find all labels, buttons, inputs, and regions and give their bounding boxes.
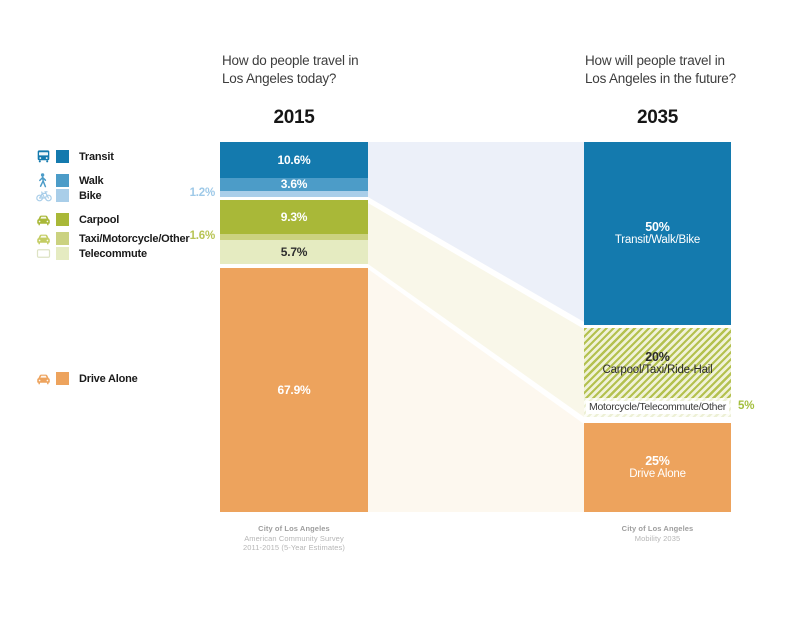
- segment-2035-drive-alone: 25% Drive Alone: [584, 423, 731, 512]
- segment-value: 20%: [645, 349, 670, 364]
- taxi-other-value-label: 1.6%: [189, 230, 216, 242]
- segment-2015-taxi-motorcycle-other: [220, 234, 368, 240]
- car-icon: [36, 232, 56, 246]
- segment-2015-walk: 3.6%: [220, 178, 368, 191]
- bike-value-label: 1.2%: [189, 187, 216, 199]
- right-question-line2: Los Angeles in the future?: [585, 70, 736, 86]
- source-line: Mobility 2035: [634, 533, 681, 543]
- segment-2015-carpool: 9.3%: [220, 200, 368, 234]
- band-carpool-flow: [368, 203, 584, 417]
- source-line: City of Los Angeles: [621, 524, 694, 533]
- legend-label-bike: Bike: [79, 189, 102, 202]
- segment-label: Drive Alone: [629, 468, 686, 480]
- band-drive-flow: [368, 269, 584, 512]
- source-line: City of Los Angeles: [258, 524, 330, 533]
- segment-2015-transit: 10.6%: [220, 142, 368, 178]
- segment-value: 9.3%: [280, 209, 308, 224]
- segment-value: 3.6%: [280, 177, 308, 191]
- left-question: How do people travel in Los Angeles toda…: [222, 52, 359, 87]
- segment-gap: [220, 264, 368, 268]
- segment-gap: [584, 325, 731, 328]
- segment-2015-telecommute: 5.7%: [220, 240, 368, 264]
- screen-outline-icon: [36, 247, 56, 260]
- segment-2035-motorcycle-telecommute-other: Motorcycle/Telecommute/Other: [584, 398, 731, 417]
- source-line: American Community Survey: [244, 533, 344, 543]
- legend-label-taxi-motorcycle-other: Taxi/Motorcycle/Other: [79, 232, 190, 245]
- legend-item-walk: Walk: [36, 173, 104, 188]
- left-year-label: 2015: [273, 107, 315, 128]
- legend-item-telecommute: Telecommute: [36, 246, 147, 261]
- source-note-2035: City of Los Angeles Mobility 2035: [584, 524, 731, 543]
- pedestrian-icon: [36, 173, 56, 188]
- legend-item-bike: Bike: [36, 188, 102, 203]
- telecommute-swatch: [56, 247, 69, 260]
- bar-2015: 10.6% 3.6% 9.3% 5.7% 67.9%: [220, 142, 368, 512]
- legend-label-transit: Transit: [79, 150, 114, 163]
- bar-2035: 50% Transit/Walk/Bike 20% Carpool/Taxi/R…: [584, 142, 731, 512]
- legend-label-walk: Walk: [79, 174, 104, 187]
- right-question-line1: How will people travel in: [585, 53, 725, 68]
- carpool-swatch: [56, 213, 69, 226]
- band-transit-flow: [368, 142, 584, 322]
- drive-alone-swatch: [56, 372, 69, 385]
- right-year-label: 2035: [636, 107, 679, 128]
- taxi-swatch: [56, 232, 69, 245]
- legend-label-carpool: Carpool: [79, 213, 120, 226]
- car-icon: [36, 213, 56, 227]
- legend-item-drive-alone: Drive Alone: [36, 371, 138, 386]
- left-question-line1: How do people travel in: [222, 53, 359, 68]
- walk-swatch: [56, 174, 69, 187]
- segment-2015-bike: [220, 191, 368, 197]
- car-icon: [36, 372, 56, 386]
- segment-2035-carpool-taxi-ridehail: 20% Carpool/Taxi/Ride-Hail: [584, 328, 731, 398]
- segment-label: Motorcycle/Telecommute/Other: [586, 401, 729, 414]
- segment-value: 5.7%: [280, 244, 308, 259]
- legend-item-carpool: Carpool: [36, 212, 119, 227]
- segment-2035-transit-walk-bike: 50% Transit/Walk/Bike: [584, 142, 731, 325]
- source-line: 2011-2015 (5-Year Estimates): [242, 543, 346, 552]
- legend-item-taxi-motorcycle-other: Taxi/Motorcycle/Other: [36, 231, 190, 246]
- segment-value: 10.6%: [277, 152, 311, 167]
- segment-label: Transit/Walk/Bike: [614, 234, 701, 246]
- bike-swatch: [56, 189, 69, 202]
- transit-swatch: [56, 150, 69, 163]
- bus-icon: [36, 149, 56, 164]
- source-note-2015: City of Los Angeles American Community S…: [220, 524, 368, 553]
- right-question: How will people travel in Los Angeles in…: [585, 52, 736, 87]
- segment-label: Carpool/Taxi/Ride-Hail: [602, 363, 713, 376]
- segment-value: 67.9%: [277, 382, 311, 397]
- legend-label-telecommute: Telecommute: [79, 247, 147, 260]
- segment-value: 50%: [645, 220, 670, 234]
- segment-2015-drive-alone: 67.9%: [220, 268, 368, 512]
- segment-value: 25%: [645, 454, 670, 468]
- legend-label-drive-alone: Drive Alone: [79, 372, 138, 385]
- bicycle-icon: [36, 189, 56, 202]
- motorcycle-other-value-label: 5%: [738, 400, 755, 412]
- legend-item-transit: Transit: [36, 149, 114, 164]
- left-question-line2: Los Angeles today?: [222, 70, 337, 86]
- segment-gap: [220, 197, 368, 200]
- segment-gap: [584, 417, 731, 423]
